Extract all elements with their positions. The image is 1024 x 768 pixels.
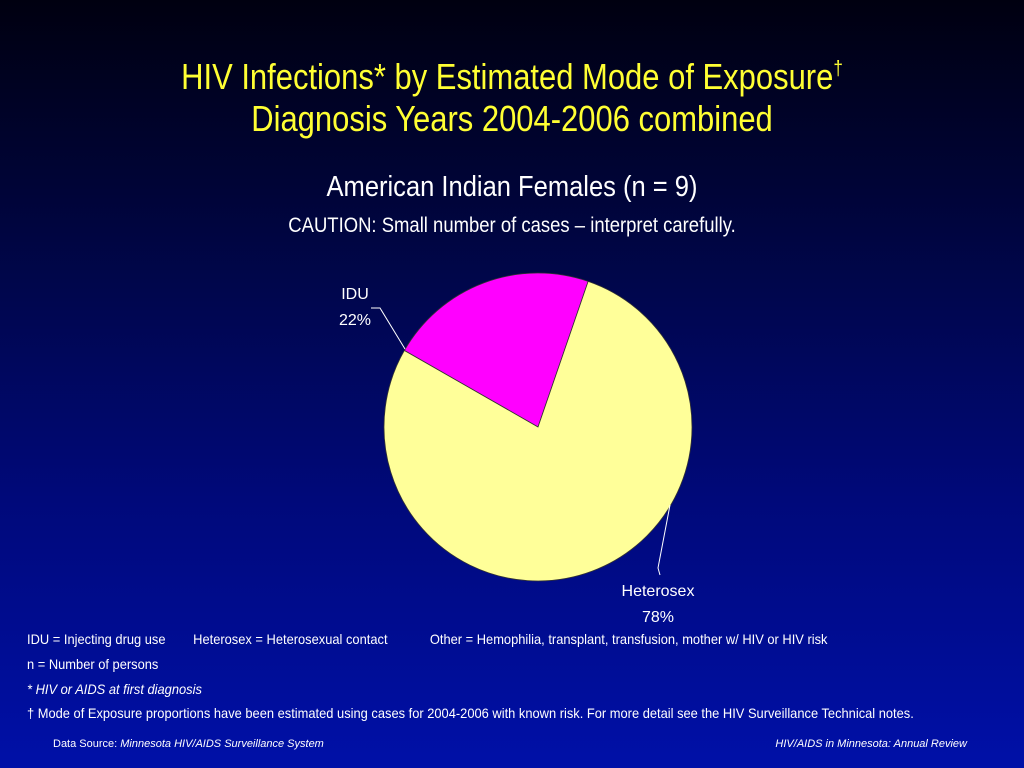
title-line-1: HIV Infections* by Estimated Mode of Exp… <box>181 56 843 97</box>
slice-label-idu-value: 22% <box>338 312 372 329</box>
chart-title: American Indian Females (n = 9) <box>326 171 698 203</box>
slide-title: HIV Infections* by Estimated Mode of Exp… <box>72 48 953 140</box>
dagger-note: † Mode of Exposure proportions have been… <box>27 705 914 721</box>
report-name: HIV/AIDS in Minnesota: Annual Review <box>775 738 967 750</box>
slice-label-idu-name: IDU <box>341 286 369 303</box>
slice-label-heterosex: Heterosex 78% <box>608 579 708 631</box>
legend-idu-definition: IDU = Injecting drug use <box>27 631 166 647</box>
leader-line-heterosex <box>657 504 671 576</box>
n-definition: n = Number of persons <box>27 656 159 672</box>
slice-label-heterosex-name: Heterosex <box>621 583 695 600</box>
data-source: Data Source: Minnesota HIV/AIDS Surveill… <box>53 738 324 750</box>
pie-slice-idu <box>403 272 589 428</box>
title-dagger: † <box>833 58 843 80</box>
legend-heterosex-definition: Heterosex = Heterosexual contact <box>193 631 388 647</box>
leader-line-idu <box>371 307 406 350</box>
title-line-2: Diagnosis Years 2004-2006 combined <box>251 98 773 139</box>
legend-other-definition: Other = Hemophilia, transplant, transfus… <box>429 631 828 647</box>
slice-label-idu: IDU 22% <box>330 282 380 334</box>
caution-note: CAUTION: Small number of cases – interpr… <box>288 214 736 237</box>
pie-slices <box>383 272 693 582</box>
legend-definitions: IDU = Injecting drug use Heterosex = Hete… <box>27 631 828 647</box>
data-source-name: Minnesota HIV/AIDS Surveillance System <box>120 738 324 750</box>
slice-label-heterosex-value: 78% <box>641 609 675 626</box>
asterisk-note: * HIV or AIDS at first diagnosis <box>27 681 202 697</box>
pie-slice-heterosex <box>383 280 693 582</box>
data-source-prefix: Data Source: <box>53 738 121 750</box>
pie-leader-lines <box>371 307 671 576</box>
